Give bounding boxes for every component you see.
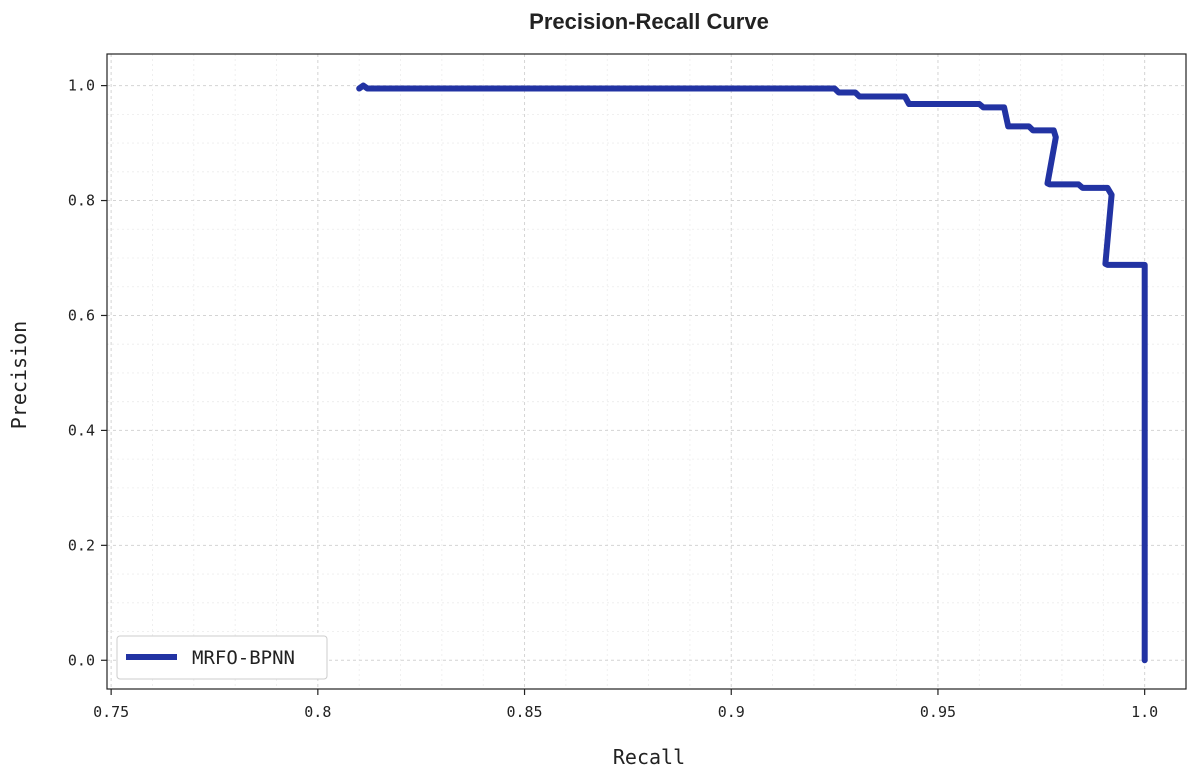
y-tick-label: 0.8: [68, 192, 95, 210]
y-tick-label: 0.6: [68, 306, 95, 324]
y-tick-label: 0.4: [68, 421, 95, 439]
major-grid: [107, 54, 1186, 689]
x-tick-label: 0.8: [304, 703, 331, 721]
x-tick-label: 1.0: [1131, 703, 1158, 721]
legend: MRFO-BPNN: [116, 635, 328, 680]
y-tick-label: 0.0: [68, 651, 95, 669]
x-axis-ticks: 0.75 0.8 0.85 0.9 0.95 1.0: [93, 689, 1158, 721]
y-axis-ticks: 0.0 0.2 0.4 0.6 0.8 1.0: [68, 77, 107, 669]
plot-frame: [106, 53, 1187, 690]
series-layer: [356, 82, 1148, 664]
y-axis-label: Precision: [7, 321, 31, 429]
x-tick-label: 0.95: [920, 703, 956, 721]
series-line-mrfo-bpnn: [356, 82, 1148, 664]
x-tick-label: 0.75: [93, 703, 129, 721]
x-tick-label: 0.9: [718, 703, 745, 721]
x-tick-label: 0.85: [506, 703, 542, 721]
x-axis-label: Recall: [613, 745, 685, 769]
y-tick-label: 0.2: [68, 536, 95, 554]
y-tick-label: 1.0: [68, 77, 95, 95]
minor-grid: [107, 54, 1186, 689]
legend-box: [116, 635, 328, 680]
legend-label-mrfo-bpnn: MRFO-BPNN: [192, 647, 295, 669]
chart-title: Precision-Recall Curve: [529, 9, 769, 34]
